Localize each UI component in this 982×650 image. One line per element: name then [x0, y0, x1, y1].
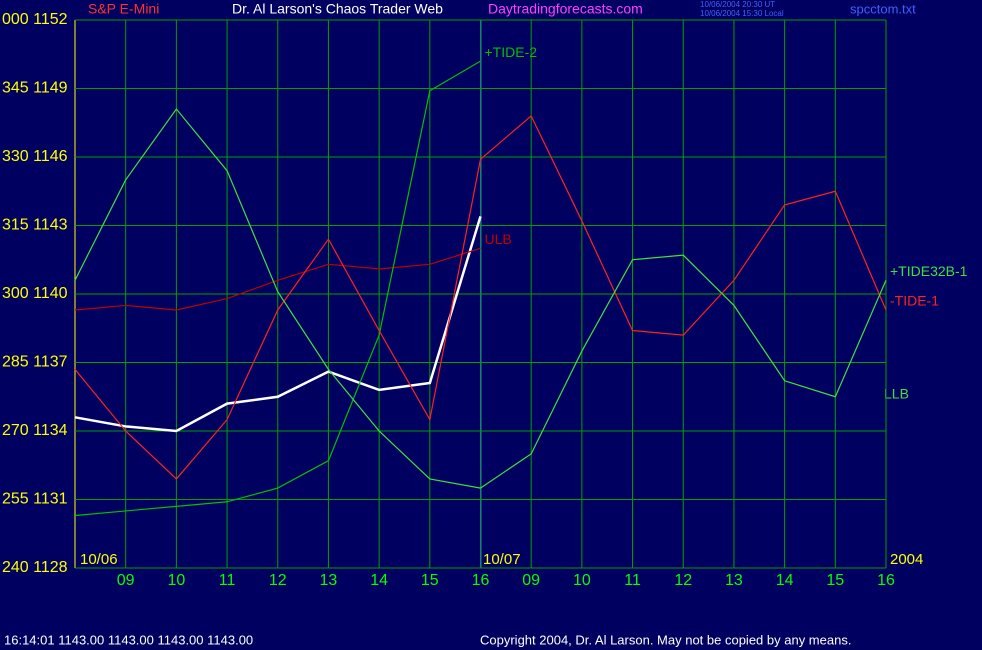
site: Daytradingforecasts.com	[488, 1, 643, 17]
x-tick-label: 11	[624, 572, 641, 589]
subtitle: S&P E-Mini	[88, 1, 159, 17]
y-tick-label: 345 1149	[2, 80, 68, 97]
x-tick-label: 16	[472, 572, 490, 589]
timestamp: 10/06/2004 15:30 Local	[700, 9, 784, 18]
x-tick-label: 11	[219, 572, 236, 589]
date-label: 10/07	[483, 551, 521, 568]
x-tick-label: 14	[776, 572, 794, 589]
status: 16:14:01 1143.00 1143.00 1143.00 1143.00	[4, 632, 253, 647]
annotation: LLB	[884, 386, 909, 402]
chart-title: Dr. Al Larson's Chaos Trader Web	[232, 1, 443, 17]
series-label: +TIDE32B-1	[890, 263, 968, 279]
series-label: +TIDE-2	[485, 44, 538, 60]
series-line	[74, 216, 482, 433]
x-tick-label: 09	[117, 572, 135, 589]
y-tick-label: 285 1137	[2, 354, 68, 371]
series-line	[74, 108, 887, 489]
file-name: spcctom.txt	[850, 1, 916, 16]
copyright: Copyright 2004, Dr. Al Larson. May not b…	[480, 632, 851, 647]
x-tick-label: 13	[725, 572, 743, 589]
x-tick-label: 12	[269, 572, 287, 589]
series-line	[74, 114, 887, 480]
series-label: ULB	[485, 231, 512, 247]
x-tick-label: 09	[522, 572, 540, 589]
x-tick-label: 13	[320, 572, 338, 589]
x-tick-label: 15	[421, 572, 439, 589]
y-tick-label: 315 1143	[2, 217, 68, 234]
x-tick-label: 14	[370, 572, 388, 589]
x-tick-label: 16	[877, 572, 895, 589]
x-tick-label: 12	[674, 572, 692, 589]
date-label: 10/06	[80, 551, 118, 568]
series-line	[74, 247, 481, 311]
y-tick-label: 240 1128	[2, 559, 68, 576]
y-tick-label: 000 1152	[2, 11, 68, 28]
timestamp: 10/06/2004 20:30 UT	[700, 0, 775, 9]
x-tick-label: 10	[167, 572, 185, 589]
series-label: -TIDE-1	[890, 293, 939, 309]
x-tick-label: 10	[573, 572, 591, 589]
y-tick-label: 330 1146	[2, 148, 68, 165]
x-tick-label: 15	[826, 572, 844, 589]
date-label: 2004	[890, 551, 923, 568]
y-tick-label: 300 1140	[2, 285, 68, 302]
y-tick-label: 270 1134	[2, 422, 68, 439]
series-line	[74, 60, 481, 517]
y-tick-label: 255 1131	[2, 491, 68, 508]
